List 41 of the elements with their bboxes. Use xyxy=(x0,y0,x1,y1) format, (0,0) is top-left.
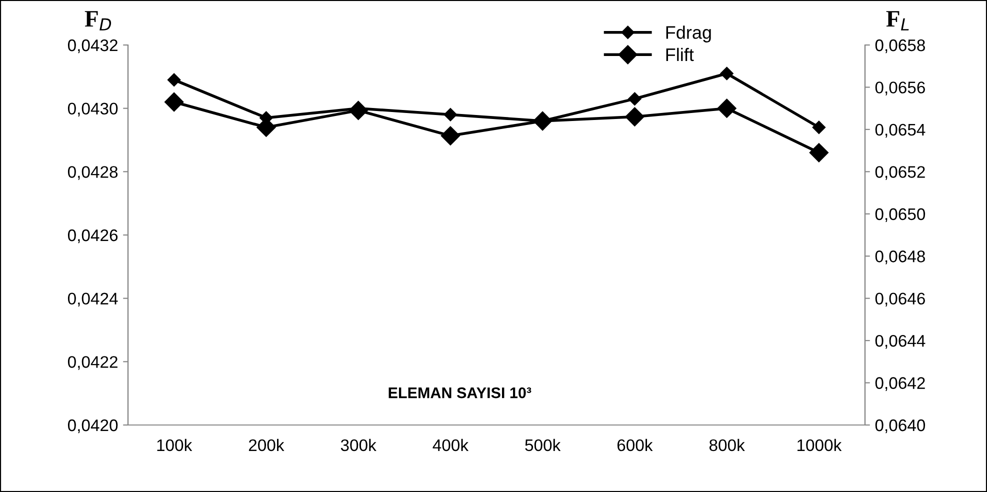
legend-label: Fdrag xyxy=(666,26,711,42)
x-tick-label: 500k xyxy=(525,438,561,452)
y2-tick-label: 0,0656 xyxy=(875,82,925,96)
point xyxy=(809,143,828,162)
x-tick-label: 300k xyxy=(340,438,376,452)
point xyxy=(720,66,734,80)
point xyxy=(444,108,458,122)
x-tick-label: 400k xyxy=(432,438,469,452)
y2-tick-label: 0,0640 xyxy=(875,419,926,434)
y2-tick-label: 0,0646 xyxy=(875,292,925,307)
y2-tick-label: 0,0644 xyxy=(875,334,926,349)
y-tick-label: 0,0420 xyxy=(68,419,118,434)
y2-tick-label: 0,0654 xyxy=(875,124,926,138)
y-tick-label: 0,0432 xyxy=(68,39,118,54)
y-tick-label: 0,0422 xyxy=(68,356,118,370)
x-tick-label: 100k xyxy=(157,438,192,452)
y-axis-title: F$_{D}$ xyxy=(84,11,112,30)
point xyxy=(717,98,736,118)
y-tick-label: 0,0428 xyxy=(68,166,118,180)
point xyxy=(164,92,184,112)
y-tick-label: 0,0426 xyxy=(68,229,118,244)
y2-tick-label: 0,0658 xyxy=(875,39,925,54)
x-tick-label: 1000k xyxy=(798,438,842,452)
y2-tick-label: 0,0650 xyxy=(875,208,926,222)
point xyxy=(348,100,368,120)
point xyxy=(625,107,644,126)
y-tick-label: 0,0424 xyxy=(68,292,118,307)
x-tick-label: 800k xyxy=(709,438,745,452)
point xyxy=(628,92,642,106)
y2-tick-label: 0,0648 xyxy=(875,250,925,264)
point xyxy=(812,120,826,134)
y2-tick-label: 0,0642 xyxy=(875,377,925,391)
point xyxy=(440,126,460,146)
y-tick-label: 0,0430 xyxy=(68,102,118,117)
point xyxy=(167,73,181,86)
y2-tick-label: 0,0652 xyxy=(875,166,925,180)
x-tick-label: 200k xyxy=(248,438,284,452)
legend-label: Flift xyxy=(666,48,694,62)
x-tick-label: 600k xyxy=(617,438,653,452)
x-axis-title: ELEMAN SAYISI 10³ xyxy=(388,387,532,398)
y2-axis-title: F$_{L}$ xyxy=(886,11,909,30)
